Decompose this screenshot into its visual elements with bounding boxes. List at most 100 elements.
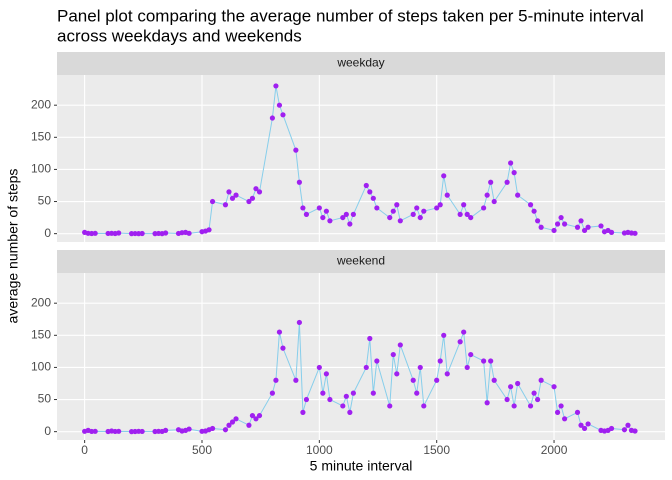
point: [414, 390, 420, 396]
point: [531, 208, 537, 214]
point: [340, 214, 346, 221]
point: [374, 358, 380, 364]
point: [206, 227, 212, 233]
point: [249, 412, 256, 419]
point: [229, 419, 236, 425]
point: [226, 189, 232, 195]
strip: [57, 250, 665, 273]
point: [320, 390, 326, 396]
point: [558, 214, 564, 221]
y-tick-label: 50: [38, 392, 52, 406]
point: [390, 208, 396, 214]
point: [488, 179, 494, 185]
panel: [57, 273, 665, 440]
y-tick-label: 0: [44, 226, 51, 240]
point: [515, 192, 521, 198]
point: [323, 208, 329, 214]
point: [464, 364, 470, 371]
point: [515, 380, 521, 387]
point: [280, 112, 286, 118]
point: [632, 428, 638, 434]
y-tick-label: 200: [31, 295, 51, 309]
point: [139, 428, 145, 435]
point: [276, 102, 283, 108]
x-tick-label: 1500: [423, 443, 450, 457]
point: [209, 425, 216, 432]
y-axis-label: average number of steps: [5, 169, 21, 324]
point: [444, 192, 450, 198]
point: [578, 218, 584, 224]
point: [508, 160, 514, 166]
point: [504, 396, 510, 403]
point: [367, 335, 373, 342]
point: [327, 218, 333, 224]
point: [481, 205, 487, 211]
point: [468, 214, 474, 221]
point: [387, 403, 393, 409]
point: [370, 195, 376, 201]
point: [249, 195, 256, 201]
point: [421, 208, 427, 214]
point: [343, 393, 349, 399]
point: [350, 211, 356, 217]
point: [273, 377, 279, 383]
x-tick-label: 2000: [541, 443, 568, 457]
point: [578, 422, 584, 428]
point: [367, 189, 373, 195]
point: [434, 205, 440, 211]
point: [554, 221, 561, 227]
point: [434, 377, 440, 383]
point: [444, 371, 450, 377]
x-tick-label: 500: [192, 443, 212, 457]
point: [316, 205, 322, 211]
point: [562, 221, 568, 227]
point: [621, 427, 628, 433]
point: [527, 403, 534, 409]
point: [363, 182, 369, 189]
point: [491, 377, 497, 383]
point: [296, 179, 302, 185]
point: [581, 425, 588, 432]
point: [229, 195, 236, 201]
point: [551, 384, 557, 390]
point: [209, 198, 216, 205]
point: [233, 192, 239, 198]
point: [397, 342, 403, 348]
point: [511, 170, 517, 176]
point: [468, 351, 474, 358]
point: [300, 205, 306, 211]
y-tick-label: 100: [31, 360, 51, 374]
point: [186, 426, 192, 432]
point: [504, 179, 510, 185]
point: [303, 211, 310, 217]
point: [457, 339, 463, 345]
point: [269, 390, 275, 396]
point: [163, 427, 169, 433]
point: [327, 396, 333, 403]
point: [625, 422, 631, 428]
point: [488, 358, 494, 364]
strip-label: weekday: [336, 56, 384, 70]
point: [481, 358, 487, 364]
point: [414, 205, 420, 211]
point: [293, 147, 299, 153]
point: [163, 230, 169, 236]
point: [508, 384, 514, 390]
strip: [57, 52, 665, 75]
point: [139, 230, 145, 237]
point: [323, 371, 329, 377]
point: [491, 198, 497, 205]
point: [186, 230, 192, 236]
point: [300, 409, 306, 415]
point: [574, 224, 581, 230]
x-tick-label: 1000: [306, 443, 333, 457]
chart-title: Panel plot comparing the average number …: [57, 6, 644, 25]
point: [340, 403, 346, 409]
point: [387, 214, 393, 221]
point: [608, 425, 615, 432]
strip-label: weekend: [336, 254, 385, 268]
point: [417, 214, 423, 221]
point: [253, 186, 259, 192]
point: [397, 218, 403, 224]
y-tick-label: 150: [31, 129, 51, 143]
